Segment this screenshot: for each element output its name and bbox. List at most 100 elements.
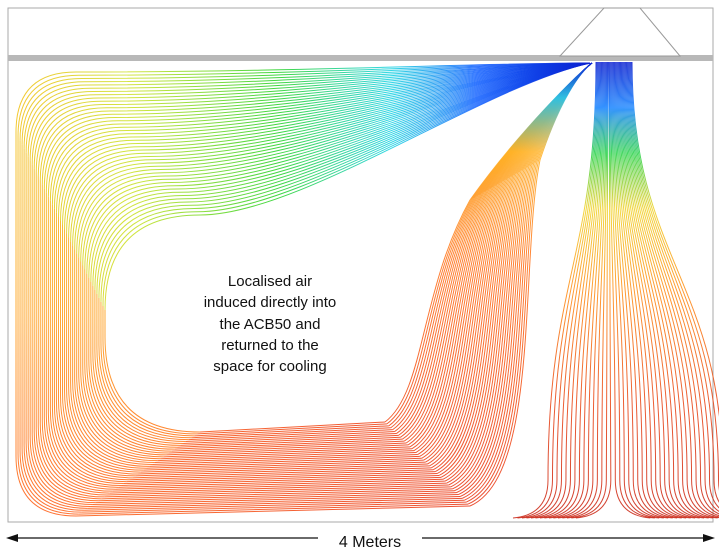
streamline xyxy=(112,480,445,492)
streamline xyxy=(90,495,461,507)
streamline xyxy=(129,469,434,481)
streamline xyxy=(68,237,150,467)
streamline xyxy=(517,61,598,519)
streamline xyxy=(177,436,401,448)
streamline xyxy=(109,482,447,494)
streamline xyxy=(521,61,599,519)
streamline xyxy=(64,62,591,230)
streamline xyxy=(29,160,96,504)
streamline xyxy=(29,62,591,161)
streamline xyxy=(55,212,133,479)
streamline xyxy=(102,305,198,435)
streamline xyxy=(180,434,399,446)
streamline xyxy=(53,208,130,481)
annotation-line: space for cooling xyxy=(213,358,326,375)
streamline xyxy=(23,62,591,149)
streamline xyxy=(74,249,158,462)
streamline xyxy=(101,488,453,500)
annotation-line: Localised air xyxy=(228,273,312,290)
streamline xyxy=(78,257,164,458)
streamline xyxy=(95,492,457,504)
streamline xyxy=(35,172,105,498)
streamline xyxy=(92,62,591,286)
streamline xyxy=(25,152,91,507)
streamline xyxy=(194,425,389,437)
streamline xyxy=(37,176,108,496)
streamline xyxy=(160,448,413,460)
streamline xyxy=(17,136,79,515)
streamline xyxy=(60,62,591,222)
streamline xyxy=(174,438,403,450)
streamline xyxy=(19,140,82,513)
streamline xyxy=(616,61,687,519)
streamline xyxy=(45,62,591,193)
streamline xyxy=(154,452,416,464)
streamline xyxy=(626,61,719,515)
streamline xyxy=(163,446,411,458)
streamlines xyxy=(15,61,719,519)
streamline xyxy=(78,62,591,258)
streamline xyxy=(62,225,141,473)
streamline xyxy=(27,62,591,157)
streamline xyxy=(613,61,669,519)
streamline xyxy=(96,293,189,441)
streamline xyxy=(610,61,655,519)
streamline xyxy=(70,241,153,465)
streamline xyxy=(629,61,719,503)
streamline xyxy=(88,277,178,448)
streamline xyxy=(628,61,719,509)
streamline xyxy=(171,440,405,452)
streamline xyxy=(57,216,136,477)
streamline xyxy=(126,471,436,483)
streamline xyxy=(53,62,591,209)
streamline xyxy=(31,164,99,502)
streamline xyxy=(106,484,449,496)
streamline xyxy=(74,62,591,250)
streamline xyxy=(25,62,591,153)
streamline xyxy=(526,61,600,519)
streamline xyxy=(185,431,395,443)
streamline xyxy=(94,62,591,290)
streamline xyxy=(87,497,463,509)
streamline xyxy=(82,62,591,266)
annotation-line: the ACB50 and xyxy=(220,316,321,333)
streamline xyxy=(82,265,170,454)
streamline xyxy=(118,476,442,488)
streamline xyxy=(43,188,116,490)
streamline xyxy=(41,184,113,492)
streamline xyxy=(35,62,591,173)
streamline xyxy=(544,61,603,519)
streamline xyxy=(149,455,420,467)
streamline xyxy=(33,168,102,500)
streamline xyxy=(80,62,591,262)
streamline xyxy=(631,61,719,418)
streamline xyxy=(630,61,719,491)
streamline xyxy=(47,62,591,197)
streamline xyxy=(619,61,700,519)
streamline xyxy=(96,62,591,294)
streamline xyxy=(86,62,591,274)
streamline xyxy=(21,144,85,511)
streamline xyxy=(102,62,591,306)
streamline xyxy=(21,62,591,145)
streamline xyxy=(84,499,465,511)
streamline xyxy=(90,281,181,446)
streamline xyxy=(137,463,428,475)
streamline xyxy=(51,204,127,483)
streamline xyxy=(614,61,678,519)
streamline xyxy=(553,61,605,519)
streamline xyxy=(92,494,459,506)
streamline xyxy=(92,285,184,444)
streamline xyxy=(72,245,155,464)
streamline xyxy=(168,442,407,454)
annotation-line: returned to the xyxy=(221,337,319,354)
streamline xyxy=(622,61,714,519)
streamline xyxy=(49,200,124,485)
streamline xyxy=(100,301,195,437)
streamline xyxy=(121,474,440,486)
streamline xyxy=(98,490,455,502)
streamline xyxy=(621,61,709,519)
streamline xyxy=(530,61,601,519)
